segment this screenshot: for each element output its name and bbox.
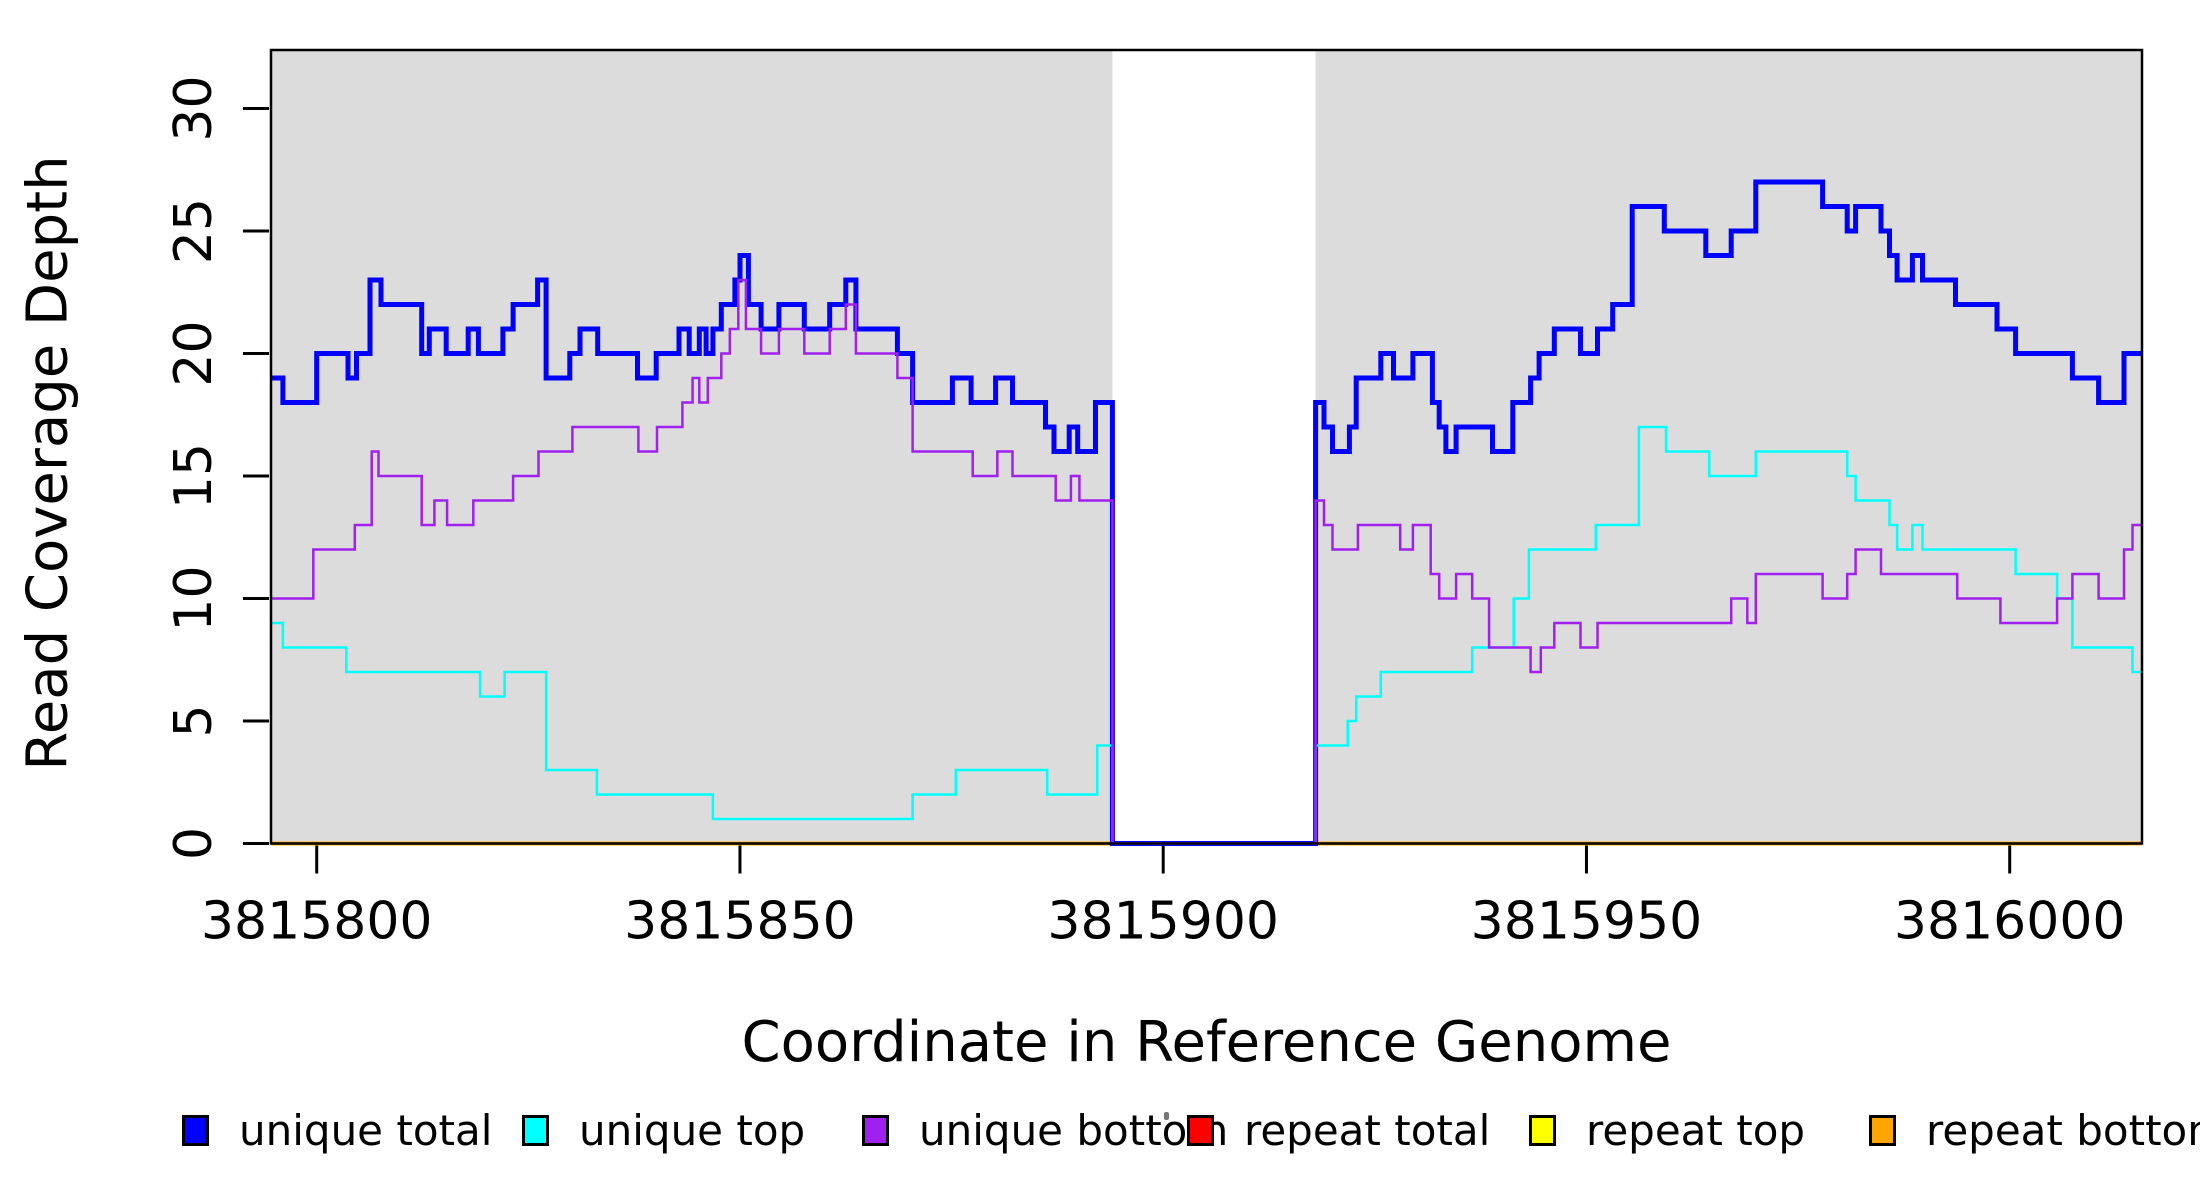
legend-item-repeat-top: repeat top — [1529, 1105, 1806, 1155]
legend-label: unique top — [579, 1105, 806, 1155]
y-tick-label-20: 20 — [164, 320, 224, 386]
legend-swatch-unique-top — [522, 1114, 549, 1146]
y-tick-label-15: 15 — [164, 443, 224, 509]
x-tick-label-3816000: 3816000 — [1894, 892, 2126, 952]
x-tick-label-3815800: 3815800 — [201, 892, 433, 952]
legend-swatch-unique-bottom — [862, 1114, 889, 1146]
legend-item-unique-total: unique total — [182, 1105, 493, 1155]
y-axis-title: Read Coverage Depth — [15, 155, 81, 771]
legend-swatch-repeat-bottom — [1869, 1114, 1896, 1146]
legend-swatch-repeat-total — [1187, 1114, 1214, 1146]
series-unique-bottom — [271, 278, 2142, 845]
x-tick-label-3815950: 3815950 — [1471, 892, 1703, 952]
plot-border — [269, 48, 2144, 845]
legend-item-unique-top: unique top — [522, 1105, 806, 1155]
y-tick-label-30: 30 — [164, 75, 224, 141]
legend-swatch-unique-total — [182, 1114, 209, 1146]
series-unique-total — [271, 179, 2142, 846]
legend-label: repeat total — [1244, 1105, 1491, 1155]
legend-swatch-repeat-top — [1529, 1114, 1556, 1146]
legend-item-unique-bottom: unique bottom — [862, 1105, 1229, 1155]
x-tick-label-3815900: 3815900 — [1047, 892, 1279, 952]
y-tick-label-10: 10 — [164, 565, 224, 631]
stray-dot-artifact — [1164, 1112, 1169, 1120]
legend-label: repeat top — [1586, 1105, 1806, 1155]
x-tick-label-3815850: 3815850 — [624, 892, 856, 952]
masked-region-0 — [271, 50, 1113, 844]
legend-item-repeat-bottom: repeat bottom — [1869, 1105, 2200, 1155]
y-tick-label-25: 25 — [164, 198, 224, 264]
legend-label: repeat bottom — [1926, 1105, 2200, 1155]
y-tick-label-5: 5 — [164, 704, 224, 737]
x-axis-title: Coordinate in Reference Genome — [741, 1010, 1672, 1075]
legend-label: unique total — [239, 1105, 493, 1155]
legend-label: unique bottom — [919, 1105, 1229, 1155]
legend: unique total unique top unique bottom repea… — [0, 1105, 2200, 1168]
legend-item-repeat-total: repeat total — [1187, 1105, 1491, 1155]
masked-region-1 — [1315, 50, 2142, 844]
y-tick-label-0: 0 — [164, 827, 224, 860]
